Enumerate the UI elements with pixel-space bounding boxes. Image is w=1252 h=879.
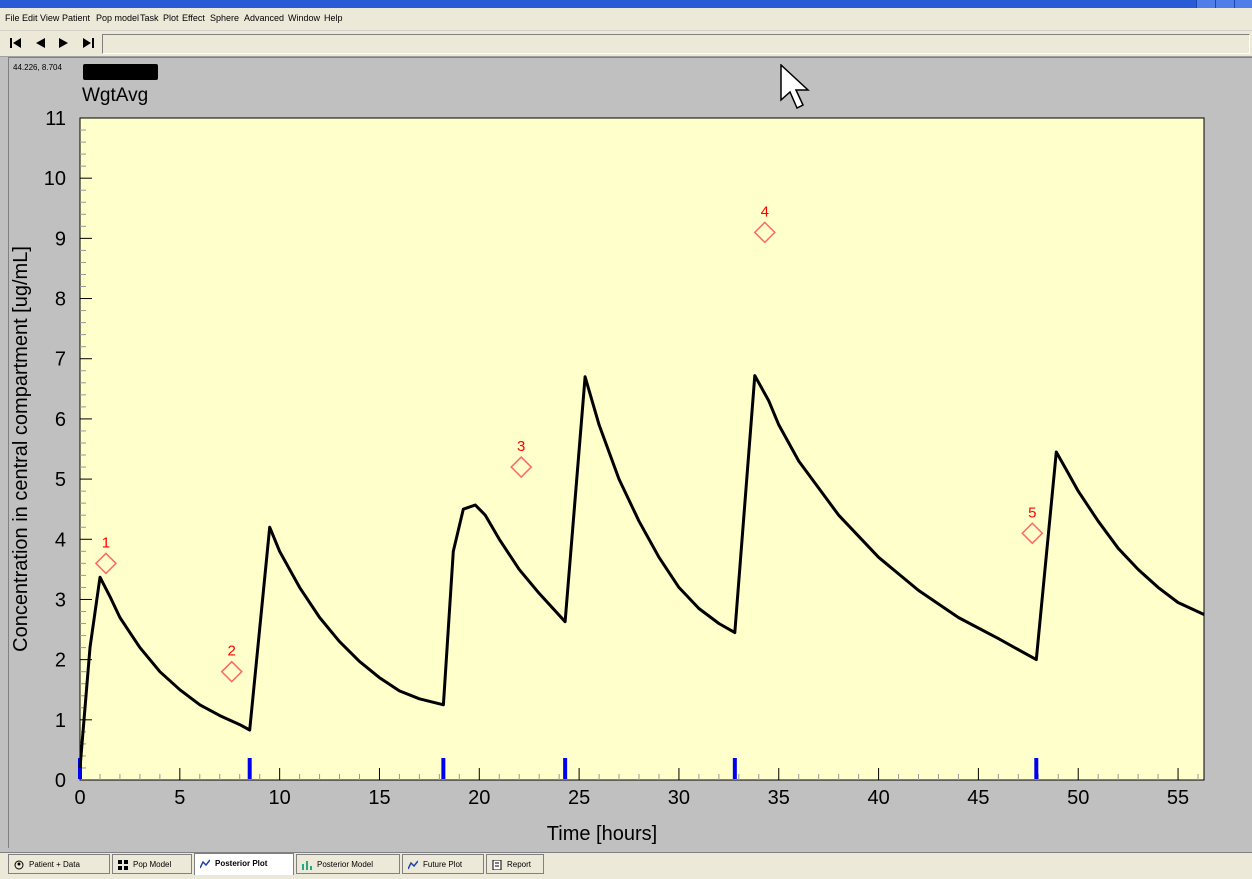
x-tick-label: 0	[74, 787, 85, 809]
toolbar-panel	[102, 34, 1250, 54]
menu-help[interactable]: Help	[324, 13, 343, 23]
bar-chart-icon	[302, 861, 312, 870]
tab-label: Posterior Model	[317, 860, 374, 869]
patient-icon	[14, 860, 24, 870]
x-tick-label: 30	[668, 787, 690, 809]
y-tick-label: 5	[55, 469, 66, 491]
observation-label: 1	[102, 534, 110, 551]
x-tick-label: 5	[174, 787, 185, 809]
y-tick-label: 10	[44, 168, 66, 190]
tab-label: Report	[507, 860, 532, 869]
tab-label: Patient + Data	[29, 860, 80, 869]
y-tick-label: 9	[55, 228, 66, 250]
y-tick-label: 11	[45, 108, 66, 130]
tab-patient-data[interactable]: Patient + Data	[8, 854, 110, 874]
y-tick-label: 7	[55, 349, 66, 371]
y-tick-label: 6	[55, 409, 66, 431]
x-tick-label: 35	[768, 787, 790, 809]
toolbar	[0, 31, 1252, 57]
minimize-button[interactable]	[1196, 0, 1215, 8]
tab-report[interactable]: Report	[486, 854, 544, 874]
menu-plot[interactable]: Plot	[163, 13, 179, 23]
plot-icon	[200, 859, 210, 869]
x-tick-label: 40	[867, 787, 889, 809]
tab-future-plot[interactable]: Future Plot	[402, 854, 484, 874]
tab-posterior-model[interactable]: Posterior Model	[296, 854, 400, 874]
maximize-button[interactable]	[1215, 0, 1234, 8]
observation-label: 2	[228, 643, 236, 660]
observation-label: 5	[1028, 504, 1036, 521]
tab-label: Posterior Plot	[215, 859, 268, 868]
tab-bar: Patient + Data Pop Model Posterior Plot …	[0, 852, 1252, 879]
x-tick-label: 25	[568, 787, 590, 809]
y-tick-label: 8	[55, 289, 66, 311]
x-tick-label: 50	[1067, 787, 1089, 809]
menu-bar: File Edit View Patient Pop model Task Pl…	[0, 8, 1252, 31]
concentration-curve	[78, 374, 1205, 769]
menu-edit[interactable]: Edit	[22, 13, 38, 23]
plot-title: WgtAvg	[82, 85, 149, 106]
skip-to-end-icon[interactable]	[78, 33, 98, 53]
observation-point	[510, 455, 533, 479]
x-axis-label: Time [hours]	[547, 823, 657, 845]
coordinate-readout: 44.226, 8.704	[13, 63, 62, 72]
menu-view[interactable]: View	[40, 13, 60, 23]
observation-label: 3	[517, 438, 525, 455]
tab-pop-model[interactable]: Pop Model	[112, 854, 192, 874]
x-tick-label: 45	[967, 787, 989, 809]
menu-pop-model[interactable]: Pop model	[96, 13, 140, 23]
y-tick-label: 2	[55, 650, 66, 672]
tab-posterior-plot[interactable]: Posterior Plot	[194, 853, 294, 875]
plot-area	[79, 117, 1205, 781]
y-tick-label: 4	[55, 529, 66, 551]
observation-point	[220, 660, 243, 683]
y-tick-label: 3	[55, 589, 66, 611]
x-tick-label: 10	[269, 787, 291, 809]
y-tick-label: 0	[55, 770, 66, 792]
step-forward-icon[interactable]	[54, 33, 74, 53]
grid-icon	[118, 860, 128, 870]
x-tick-label: 20	[468, 787, 490, 809]
observation-label: 4	[761, 203, 769, 220]
close-button[interactable]	[1234, 0, 1252, 8]
observation-point	[753, 221, 776, 244]
menu-task[interactable]: Task	[140, 13, 159, 23]
tab-label: Future Plot	[423, 860, 463, 869]
observation-point	[1021, 522, 1044, 545]
y-tick-label: 1	[55, 710, 66, 732]
menu-advanced[interactable]: Advanced	[244, 13, 285, 23]
x-tick-label: 15	[368, 787, 390, 809]
mouse-cursor-icon	[780, 64, 810, 110]
menu-window[interactable]: Window	[288, 13, 321, 23]
menu-patient[interactable]: Patient	[62, 13, 91, 23]
y-axis-label: Concentration in central compartment [ug…	[10, 246, 32, 652]
menu-effect[interactable]: Effect	[182, 13, 205, 23]
x-tick-label: 55	[1167, 787, 1189, 809]
menu-sphere[interactable]: Sphere	[210, 13, 240, 23]
plot-icon	[408, 860, 418, 870]
report-icon	[492, 860, 502, 870]
skip-to-start-icon[interactable]	[6, 33, 26, 53]
redacted-name	[83, 64, 158, 80]
window-title-bar	[0, 0, 1252, 8]
observation-point	[94, 552, 118, 575]
menu-file[interactable]: File	[5, 13, 20, 23]
tab-label: Pop Model	[133, 860, 172, 869]
step-back-icon[interactable]	[30, 33, 50, 53]
